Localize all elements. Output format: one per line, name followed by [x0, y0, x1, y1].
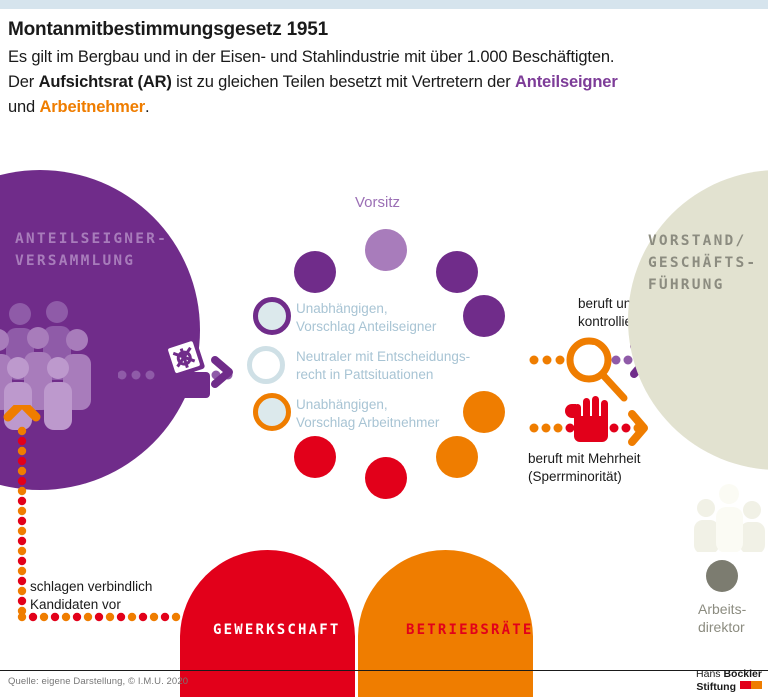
header-line-3-c: . [145, 98, 150, 116]
vorsitz-dot [365, 229, 407, 271]
neutral-ring [247, 346, 285, 384]
beruft-und-kontrolliert-label: beruft und kontrolliert [578, 296, 641, 329]
top-accent-bar [0, 0, 768, 9]
chevron-right-purple-icon [210, 356, 236, 388]
neutral-anteilseigner-ring [253, 297, 291, 335]
betriebsraete-semicircle [358, 550, 533, 697]
anteilseigner-dot-2 [436, 251, 478, 293]
header-line-2-a: Der [8, 73, 39, 91]
logo-flag-red [740, 681, 751, 689]
header-arbeitnehmer: Arbeitnehmer [39, 98, 146, 116]
legend-item-1: Neutraler mit Entscheidungs-recht in Pat… [296, 349, 471, 382]
logo-stiftung: Stiftung [696, 681, 736, 693]
crowd-icon [0, 300, 110, 430]
anteilseigner-dot-1 [294, 251, 336, 293]
source-note: Quelle: eigene Darstellung, © I.M.U. 202… [8, 676, 189, 687]
logo-line-2: Stiftung [696, 681, 762, 694]
anteilseigner-dot-3 [463, 295, 505, 337]
footer-divider [0, 670, 768, 671]
header-line-3-a: und [8, 98, 40, 116]
board-people-icon [692, 482, 768, 552]
header-aufsichtsrat: Aufsichtsrat (AR) [38, 73, 172, 91]
legend-item-2: Unabhängigen, Vorschlag Arbeitnehmer [296, 397, 440, 430]
graphic-area: ANTEILSEIGNER- VERSAMMLUNG [0, 160, 768, 697]
neutral-arbeitnehmer-ring [253, 393, 291, 431]
vorsitz-label: Vorsitz [355, 194, 401, 211]
header-paragraph: Es gilt im Bergbau und in der Eisen- und… [8, 45, 764, 120]
gewerkschaft-dot-2 [294, 436, 336, 478]
arbeitnehmer-dot-1 [463, 391, 505, 433]
vorstand-label: VORSTAND/GESCHÄFTS- FÜHRUNG [648, 233, 758, 293]
logo-line-1: Hans Böckler [696, 668, 762, 681]
vorstand-geschaeftsfuehrung-circle [628, 170, 768, 470]
arbeitsdirektor-label: Arbeits-direktor [698, 601, 747, 635]
logo-boeckler: Böckler [723, 668, 762, 680]
control-arrow-group [528, 332, 648, 452]
header-line-1: Es gilt im Bergbau und in der Eisen- und… [8, 48, 615, 66]
beruft-mit-mehrheit-label: beruft mit Mehrheit (Sperrminorität) [528, 451, 641, 484]
logo-flag-orange [751, 681, 762, 689]
header-anteilseigner: Anteilseigner [515, 73, 618, 91]
logo-hans: Hans [696, 668, 724, 680]
header-line-2-c: ist zu gleichen Teilen besetzt mit Vertr… [171, 73, 516, 91]
kandidaten-label: schlagen verbindlich Kandidaten vor [30, 579, 153, 612]
gewerkschaft-label: GEWERKSCHAFT [213, 622, 341, 638]
arbeitnehmer-dot-2 [436, 436, 478, 478]
anteilseignerversammlung-label: ANTEILSEIGNER- VERSAMMLUNG [15, 231, 169, 269]
arbeitsdirektor-dot [706, 560, 738, 592]
header-block: Montanmitbestimmungsgesetz 1951 Es gilt … [8, 18, 764, 120]
hans-boeckler-stiftung-logo: Hans Böckler Stiftung [696, 668, 762, 694]
betriebsraete-label: BETRIEBSRÄTE [406, 622, 534, 638]
kandidaten-arrow-group [2, 405, 202, 635]
page-title: Montanmitbestimmungsgesetz 1951 [8, 19, 329, 40]
legend-item-0: Unabhängigen, Vorschlag Anteilseigner [296, 301, 437, 334]
gewerkschaft-semicircle [180, 550, 355, 697]
gewerkschaft-dot-1 [365, 457, 407, 499]
ballot-box-icon [118, 340, 240, 400]
